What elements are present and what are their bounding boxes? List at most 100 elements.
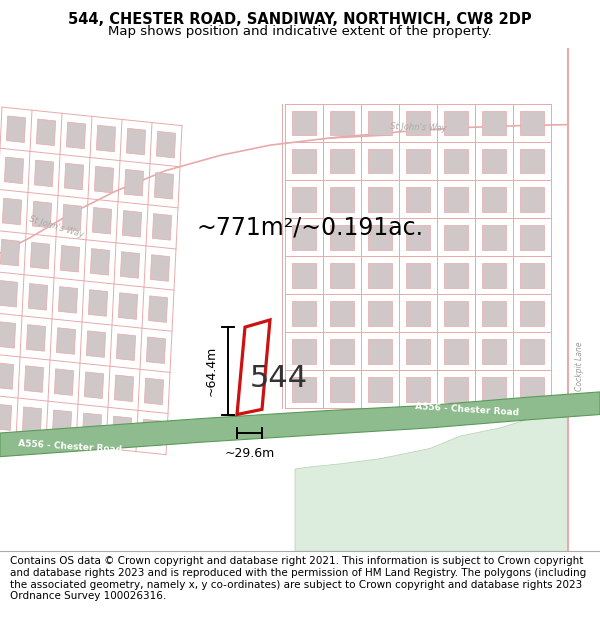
Polygon shape bbox=[329, 225, 355, 249]
Polygon shape bbox=[329, 187, 355, 211]
Polygon shape bbox=[37, 119, 56, 146]
Polygon shape bbox=[368, 111, 392, 136]
Polygon shape bbox=[62, 204, 82, 231]
Text: Cockpit Lane: Cockpit Lane bbox=[575, 341, 584, 391]
Text: ~64.4m: ~64.4m bbox=[205, 346, 218, 396]
Polygon shape bbox=[0, 392, 600, 457]
Text: St John's Way: St John's Way bbox=[390, 122, 447, 133]
Polygon shape bbox=[7, 116, 26, 142]
Polygon shape bbox=[292, 111, 316, 136]
Polygon shape bbox=[0, 281, 17, 307]
Polygon shape bbox=[406, 377, 430, 402]
Polygon shape bbox=[520, 339, 544, 364]
Polygon shape bbox=[368, 339, 392, 364]
Polygon shape bbox=[55, 369, 74, 396]
Polygon shape bbox=[26, 324, 46, 351]
Polygon shape bbox=[28, 284, 47, 310]
Polygon shape bbox=[85, 372, 104, 399]
Polygon shape bbox=[1, 239, 20, 266]
Polygon shape bbox=[443, 149, 469, 174]
Polygon shape bbox=[482, 377, 506, 402]
Polygon shape bbox=[443, 187, 469, 211]
Text: ~29.6m: ~29.6m bbox=[224, 448, 275, 461]
Polygon shape bbox=[67, 122, 86, 149]
Polygon shape bbox=[520, 377, 544, 402]
Polygon shape bbox=[2, 198, 22, 225]
Polygon shape bbox=[118, 292, 137, 319]
Polygon shape bbox=[406, 187, 430, 211]
Polygon shape bbox=[86, 331, 106, 357]
Text: A556 - Chester Road: A556 - Chester Road bbox=[415, 402, 520, 417]
Polygon shape bbox=[520, 149, 544, 174]
Polygon shape bbox=[482, 301, 506, 326]
Polygon shape bbox=[56, 328, 76, 354]
Polygon shape bbox=[329, 149, 355, 174]
Polygon shape bbox=[145, 378, 164, 404]
Text: A556 - Chester Road: A556 - Chester Road bbox=[18, 439, 122, 454]
Polygon shape bbox=[520, 263, 544, 288]
Polygon shape bbox=[154, 173, 173, 199]
Polygon shape bbox=[292, 187, 316, 211]
Text: 544: 544 bbox=[250, 364, 308, 392]
Polygon shape bbox=[88, 290, 107, 316]
Text: ~771m²/~0.191ac.: ~771m²/~0.191ac. bbox=[197, 216, 424, 239]
Polygon shape bbox=[292, 225, 316, 249]
Polygon shape bbox=[142, 419, 161, 446]
Text: Contains OS data © Crown copyright and database right 2021. This information is : Contains OS data © Crown copyright and d… bbox=[10, 556, 586, 601]
Polygon shape bbox=[482, 187, 506, 211]
Polygon shape bbox=[368, 301, 392, 326]
Polygon shape bbox=[115, 375, 134, 402]
Polygon shape bbox=[482, 111, 506, 136]
Polygon shape bbox=[406, 339, 430, 364]
Polygon shape bbox=[443, 339, 469, 364]
Polygon shape bbox=[92, 208, 112, 234]
Polygon shape bbox=[34, 160, 53, 187]
Polygon shape bbox=[292, 263, 316, 288]
Polygon shape bbox=[329, 111, 355, 136]
Text: 544, CHESTER ROAD, SANDIWAY, NORTHWICH, CW8 2DP: 544, CHESTER ROAD, SANDIWAY, NORTHWICH, … bbox=[68, 12, 532, 28]
Polygon shape bbox=[406, 225, 430, 249]
Polygon shape bbox=[406, 263, 430, 288]
Polygon shape bbox=[127, 128, 146, 155]
Polygon shape bbox=[237, 320, 270, 414]
Polygon shape bbox=[520, 225, 544, 249]
Polygon shape bbox=[32, 201, 52, 228]
Polygon shape bbox=[97, 125, 116, 152]
Polygon shape bbox=[443, 111, 469, 136]
Polygon shape bbox=[368, 225, 392, 249]
Polygon shape bbox=[146, 337, 166, 364]
Polygon shape bbox=[368, 263, 392, 288]
Polygon shape bbox=[148, 296, 167, 322]
Polygon shape bbox=[368, 187, 392, 211]
Polygon shape bbox=[4, 157, 23, 184]
Polygon shape bbox=[157, 131, 176, 158]
Polygon shape bbox=[406, 149, 430, 174]
Polygon shape bbox=[151, 255, 170, 281]
Polygon shape bbox=[91, 249, 110, 275]
Polygon shape bbox=[520, 111, 544, 136]
Polygon shape bbox=[61, 246, 80, 272]
Polygon shape bbox=[482, 225, 506, 249]
Polygon shape bbox=[31, 242, 50, 269]
Polygon shape bbox=[116, 334, 136, 361]
Polygon shape bbox=[482, 149, 506, 174]
Polygon shape bbox=[292, 149, 316, 174]
Polygon shape bbox=[22, 407, 41, 433]
Polygon shape bbox=[368, 149, 392, 174]
Polygon shape bbox=[295, 416, 568, 551]
Polygon shape bbox=[482, 339, 506, 364]
Polygon shape bbox=[443, 263, 469, 288]
Polygon shape bbox=[520, 301, 544, 326]
Polygon shape bbox=[82, 413, 101, 439]
Polygon shape bbox=[443, 225, 469, 249]
Polygon shape bbox=[122, 211, 142, 237]
Polygon shape bbox=[64, 163, 83, 190]
Polygon shape bbox=[329, 339, 355, 364]
Polygon shape bbox=[25, 366, 44, 392]
Polygon shape bbox=[292, 377, 316, 402]
Polygon shape bbox=[329, 263, 355, 288]
Polygon shape bbox=[0, 362, 14, 389]
Polygon shape bbox=[58, 287, 77, 313]
Polygon shape bbox=[292, 339, 316, 364]
Polygon shape bbox=[124, 169, 143, 196]
